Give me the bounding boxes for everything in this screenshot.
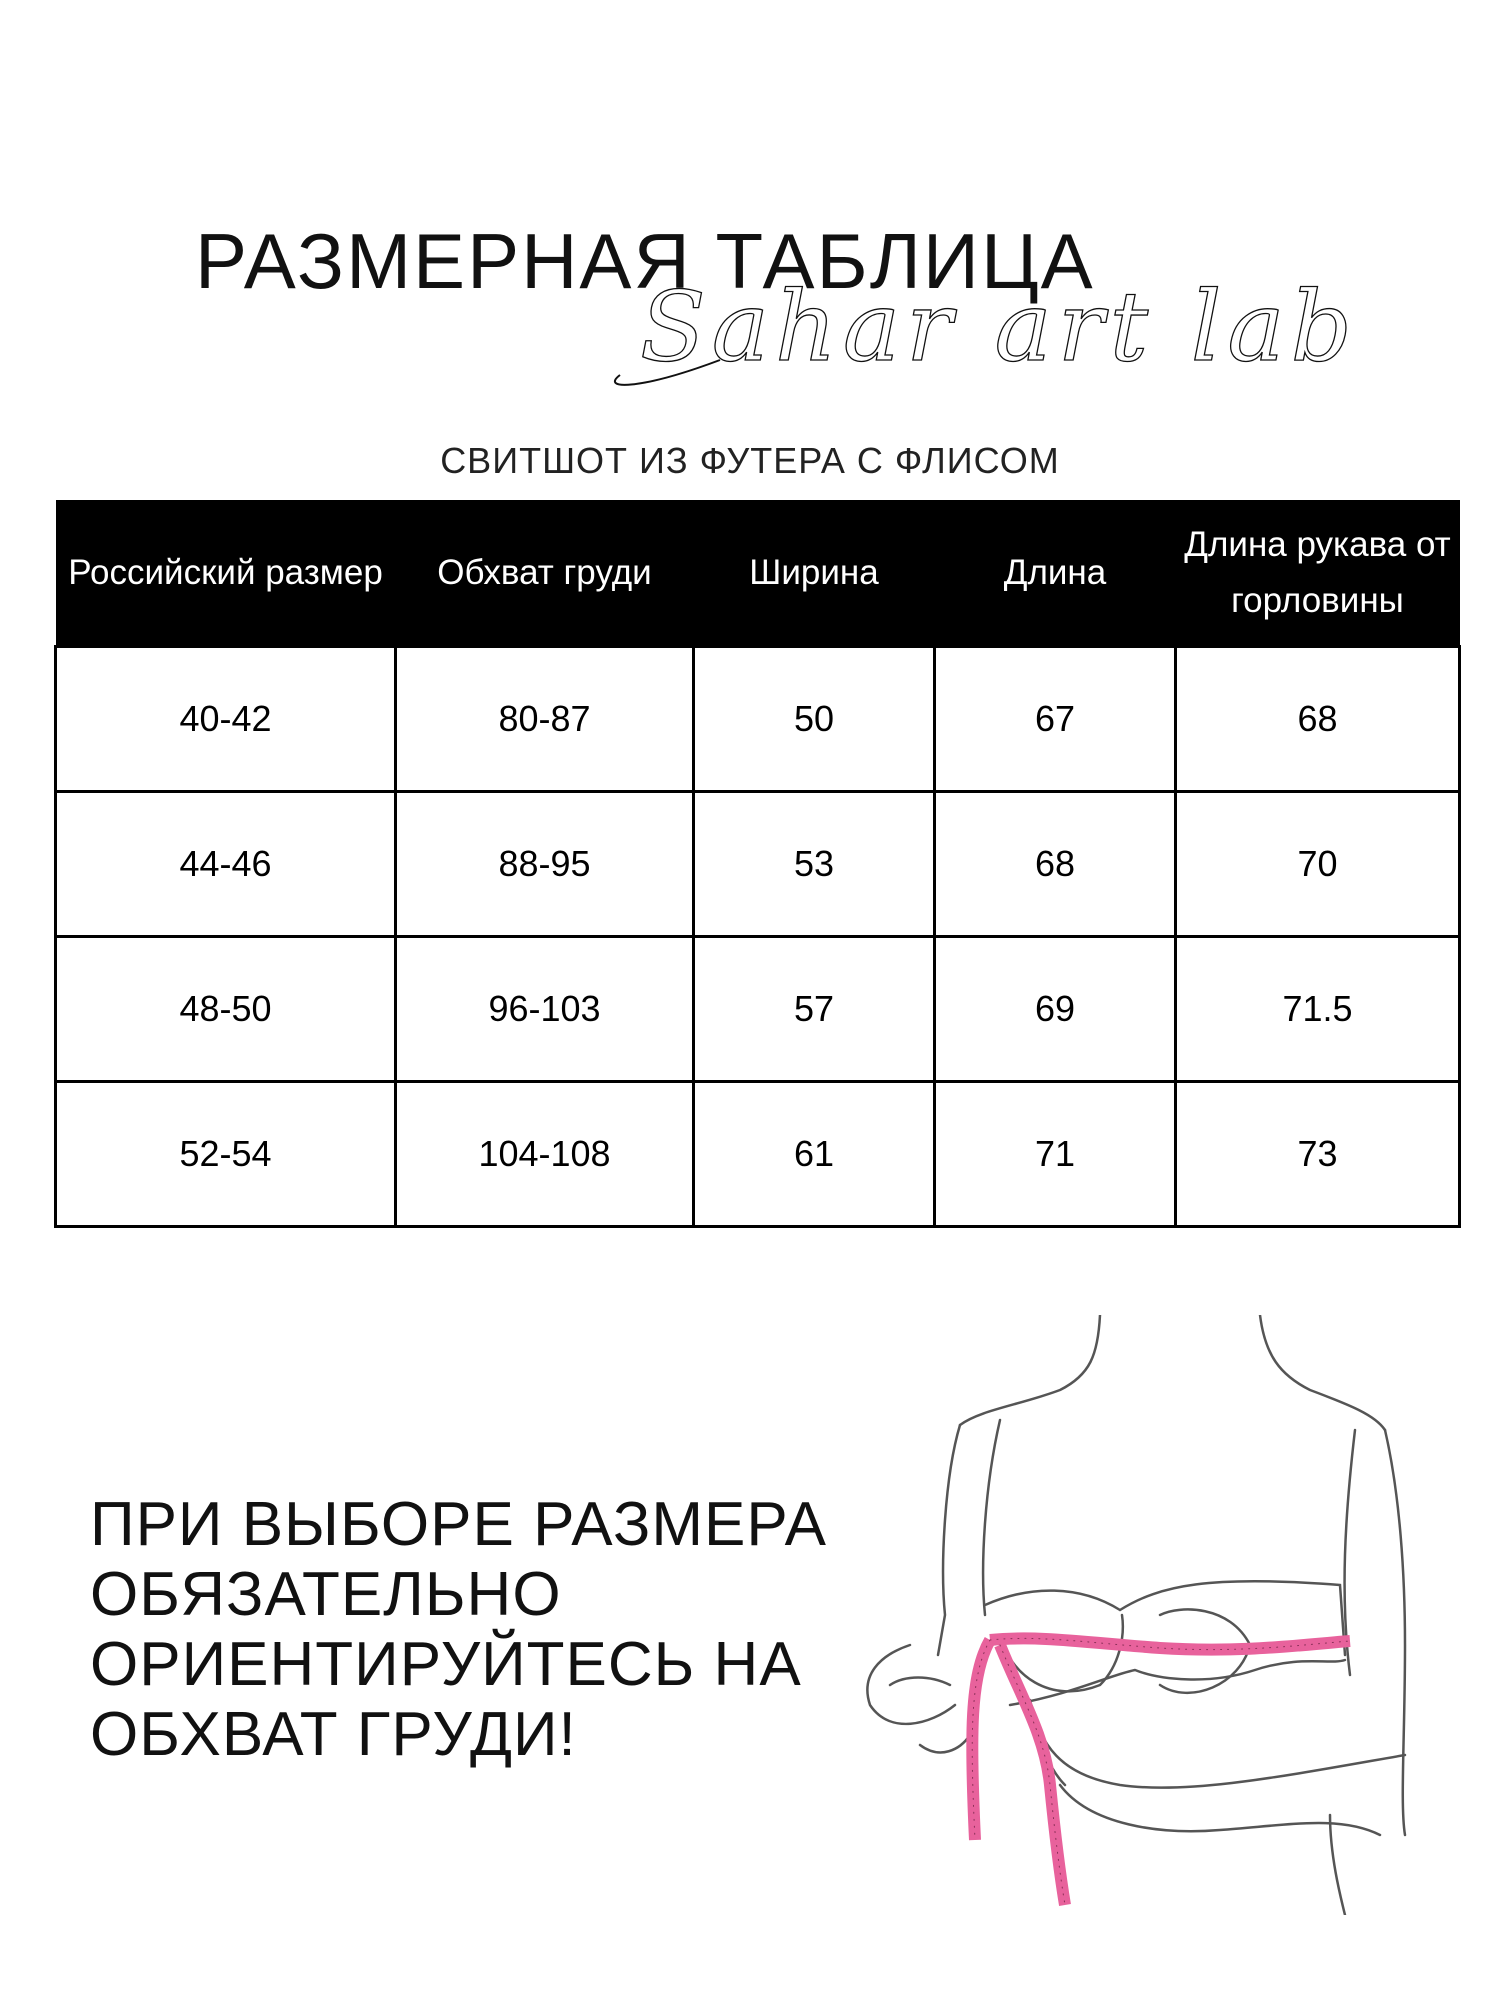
table-cell: 52-54 — [54, 1080, 397, 1228]
table-cell: 48-50 — [54, 935, 397, 1083]
table-row: 40-42 80-87 50 67 68 — [54, 645, 1461, 793]
table-cell: 104-108 — [394, 1080, 695, 1228]
table-cell: 70 — [1174, 790, 1461, 938]
bust-measuring-tape-illustration-icon — [866, 1315, 1407, 1915]
table-cell: 53 — [692, 790, 936, 938]
table-cell: 50 — [692, 645, 936, 793]
table-cell: 80-87 — [394, 645, 695, 793]
table-cell: 68 — [1174, 645, 1461, 793]
table-cell: 96-103 — [394, 935, 695, 1083]
table-cell: 57 — [692, 935, 936, 1083]
table-cell: 61 — [692, 1080, 936, 1228]
column-header-chest: Обхват груди — [395, 500, 694, 647]
column-header-width: Ширина — [693, 500, 935, 647]
note-line: ОРИЕНТИРУЙТЕСЬ НА — [90, 1630, 802, 1699]
size-table: Российский размер Обхват груди Ширина Дл… — [54, 500, 1461, 1228]
column-header-size: Российский размер — [55, 500, 396, 647]
table-cell: 68 — [933, 790, 1177, 938]
table-cell: 40-42 — [54, 645, 397, 793]
table-row: 52-54 104-108 61 71 73 — [54, 1080, 1461, 1228]
logo-text: Sahar art lab — [640, 271, 1358, 383]
column-header-length: Длина — [934, 500, 1176, 647]
brand-logo: Sahar art lab — [613, 270, 1358, 386]
size-advice-note: ПРИ ВЫБОРЕ РАЗМЕРА ОБЯЗАТЕЛЬНО ОРИЕНТИРУ… — [90, 1490, 827, 1770]
table-row: 44-46 88-95 53 68 70 — [54, 790, 1461, 938]
table-cell: 88-95 — [394, 790, 695, 938]
table-cell: 67 — [933, 645, 1177, 793]
column-header-sleeve: Длина рукава от горловины — [1175, 500, 1460, 647]
table-cell: 71 — [933, 1080, 1177, 1228]
table-header-row: Российский размер Обхват груди Ширина Дл… — [55, 500, 1460, 647]
table-cell: 69 — [933, 935, 1177, 1083]
note-line: ОБЯЗАТЕЛЬНО — [90, 1560, 562, 1629]
product-subtitle: СВИТШОТ ИЗ ФУТЕРА С ФЛИСОМ — [440, 440, 1060, 481]
table-row: 48-50 96-103 57 69 71.5 — [54, 935, 1461, 1083]
note-line: ОБХВАТ ГРУДИ! — [90, 1700, 577, 1769]
table-cell: 44-46 — [54, 790, 397, 938]
page-title: РАЗМЕРНАЯ ТАБЛИЦА — [195, 217, 1095, 305]
table-cell: 71.5 — [1174, 935, 1461, 1083]
note-line: ПРИ ВЫБОРЕ РАЗМЕРА — [90, 1490, 827, 1559]
table-cell: 73 — [1174, 1080, 1461, 1228]
